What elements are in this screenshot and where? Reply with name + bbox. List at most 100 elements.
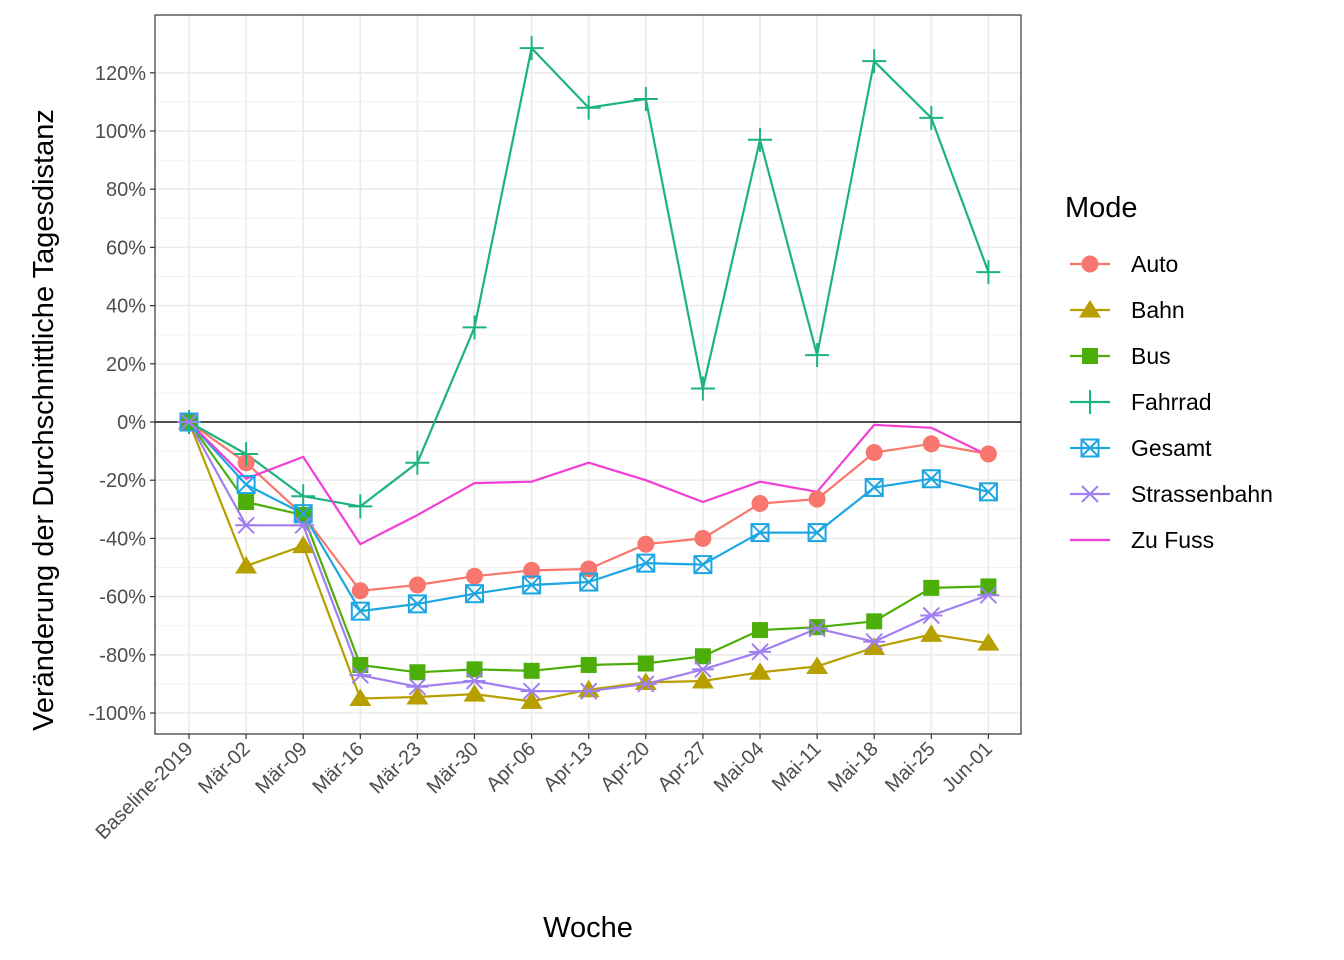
- legend-label: Bahn: [1131, 297, 1185, 323]
- y-axis-title: Veränderung der Durchschnittliche Tagesd…: [28, 109, 60, 731]
- data-point-strassenbahn: [406, 678, 429, 696]
- y-tick-label: 20%: [106, 354, 146, 376]
- y-tick-label: -60%: [99, 587, 146, 609]
- legend-label: Auto: [1131, 251, 1178, 277]
- data-point-strassenbahn: [178, 413, 200, 431]
- legend-label: Fahrrad: [1131, 389, 1212, 415]
- data-point-auto: [865, 444, 883, 462]
- data-point-bahn: [806, 656, 829, 674]
- data-point-strassenbahn: [349, 666, 372, 684]
- data-point-bus: [352, 656, 369, 673]
- data-point-bus: [295, 507, 312, 524]
- y-tick-label: 120%: [95, 63, 146, 85]
- legend-item-gesamt: Gesamt: [1070, 435, 1212, 461]
- data-point-gesamt: [921, 469, 941, 489]
- data-point-fahrrad: [348, 494, 373, 519]
- data-point-fahrrad: [976, 260, 1001, 285]
- legend-key-marker: [1079, 485, 1101, 503]
- data-point-bus: [580, 656, 597, 673]
- data-point-gesamt: [693, 555, 713, 575]
- legend-item-auto: Auto: [1070, 251, 1178, 277]
- data-point-bus: [809, 619, 826, 636]
- legend-item-bus: Bus: [1070, 343, 1171, 369]
- data-point-auto: [351, 582, 369, 600]
- plot-border: [154, 14, 1022, 735]
- data-point-bus: [238, 494, 255, 511]
- data-point-fahrrad: [519, 36, 544, 61]
- data-point-bahn: [349, 688, 372, 706]
- y-tick-label: -20%: [99, 470, 146, 492]
- data-point-strassenbahn: [806, 619, 829, 638]
- y-tick-label: -40%: [99, 528, 146, 550]
- data-point-gesamt: [978, 482, 998, 502]
- legend-key-marker: [1081, 255, 1099, 273]
- data-point-gesamt: [350, 601, 370, 621]
- data-point-bus: [637, 655, 654, 672]
- data-point-auto: [922, 435, 940, 453]
- data-point-gesamt: [807, 523, 827, 543]
- data-point-bahn: [292, 535, 315, 554]
- y-axis: -100% -80% -60% -40% -20% 0% 20% 40% 60% 80% 100% 1…: [88, 63, 155, 725]
- legend-key-marker: [1078, 390, 1102, 414]
- data-point-bahn: [920, 624, 943, 642]
- data-point-bus: [923, 579, 940, 596]
- y-tick-label: -100%: [88, 703, 146, 725]
- data-point-strassenbahn: [977, 586, 1000, 604]
- data-point-strassenbahn: [920, 606, 943, 625]
- legend: Mode Auto Bahn Bus Fahrrad Gesamt Strassenbah…: [1065, 192, 1273, 553]
- y-tick-label: 60%: [106, 237, 146, 259]
- data-point-strassenbahn: [292, 516, 315, 535]
- data-point-auto: [751, 494, 769, 512]
- data-point-gesamt: [522, 575, 542, 595]
- legend-title: Mode: [1065, 192, 1138, 224]
- data-point-bahn: [691, 670, 714, 689]
- data-point-gesamt: [236, 475, 256, 495]
- data-point-fahrrad: [919, 105, 944, 130]
- data-point-bahn: [235, 556, 258, 574]
- data-point-strassenbahn: [520, 682, 543, 700]
- data-point-fahrrad: [462, 315, 487, 340]
- data-point-gesamt: [864, 477, 884, 497]
- y-tick-label: -80%: [99, 645, 146, 667]
- legend-item-bahn: Bahn: [1070, 297, 1185, 323]
- legend-item-fahrrad: Fahrrad: [1070, 389, 1212, 415]
- legend-key-marker: [1082, 348, 1098, 364]
- data-point-bus: [523, 662, 540, 679]
- data-point-gesamt: [579, 572, 599, 592]
- data-point-auto: [466, 567, 483, 585]
- data-point-fahrrad: [234, 442, 259, 467]
- data-point-auto: [694, 529, 712, 547]
- data-point-auto: [523, 561, 541, 579]
- data-point-gesamt: [636, 553, 656, 573]
- data-point-bahn: [749, 662, 771, 680]
- data-point-strassenbahn: [577, 682, 600, 700]
- legend-label: Bus: [1131, 343, 1171, 369]
- data-point-fahrrad: [862, 49, 887, 74]
- legend-item-strassenbahn: Strassenbahn: [1070, 481, 1273, 507]
- data-point-gesamt: [465, 584, 484, 604]
- plot-panel: [154, 14, 1022, 735]
- data-point-gesamt: [750, 523, 770, 543]
- y-tick-label: 80%: [106, 179, 146, 201]
- legend-key-marker: [1079, 300, 1101, 318]
- data-point-bahn: [520, 691, 543, 709]
- data-point-fahrrad: [576, 95, 601, 120]
- data-point-strassenbahn: [463, 672, 486, 690]
- data-point-fahrrad: [405, 450, 430, 475]
- legend-label: Zu Fuss: [1131, 527, 1214, 553]
- legend-label: Gesamt: [1131, 435, 1212, 461]
- data-point-bahn: [577, 679, 600, 698]
- data-point-gesamt: [407, 594, 427, 614]
- data-point-bahn: [634, 672, 657, 690]
- data-point-fahrrad: [633, 86, 658, 111]
- legend-item-zu-fuss: Zu Fuss: [1070, 527, 1214, 553]
- data-point-bahn: [406, 686, 429, 705]
- series-line-zu-fuss: [188, 421, 989, 546]
- data-point-strassenbahn: [691, 660, 714, 679]
- data-point-strassenbahn: [749, 643, 771, 661]
- data-point-bahn: [863, 637, 886, 656]
- y-tick-label: 100%: [95, 121, 146, 143]
- data-point-fahrrad: [748, 127, 772, 152]
- data-point-bus: [694, 648, 711, 665]
- y-tick-label: 0%: [117, 412, 146, 434]
